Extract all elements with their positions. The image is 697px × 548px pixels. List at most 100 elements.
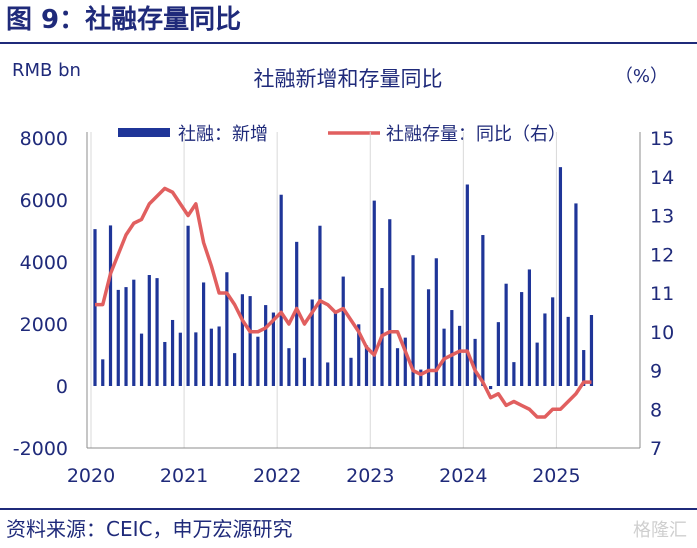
left-tick-label: -2000 xyxy=(13,438,68,460)
grid xyxy=(90,132,557,448)
bar xyxy=(217,326,221,386)
legend-label-line: 社融存量：同比（右） xyxy=(386,124,566,145)
bar xyxy=(411,255,415,386)
right-tick-label: 12 xyxy=(650,244,674,266)
left-tick-label: 2000 xyxy=(20,314,68,336)
line-series xyxy=(95,186,592,419)
bar xyxy=(93,229,97,386)
axes: 8000 6000 4000 2000 0 -2000 15 14 13 12 11 10 9 8 7 202… xyxy=(13,128,674,487)
chart-title: 社融新增和存量同比 xyxy=(254,67,443,91)
bar xyxy=(372,200,376,386)
bar xyxy=(124,287,128,386)
bar xyxy=(318,225,322,386)
bar xyxy=(364,345,369,386)
right-tick-label: 14 xyxy=(650,167,674,189)
legend: 社融：新增 社融存量：同比（右） xyxy=(118,124,566,145)
bar xyxy=(357,324,361,386)
bar xyxy=(101,359,105,386)
bar xyxy=(481,235,485,386)
bar xyxy=(527,269,531,386)
bar xyxy=(302,357,307,386)
bar xyxy=(186,225,190,386)
bar xyxy=(457,325,462,386)
bar xyxy=(465,184,469,386)
figure-title: 图 9：社融存量同比 xyxy=(6,5,242,35)
x-tick-label: 2023 xyxy=(346,465,394,487)
bar xyxy=(139,333,144,386)
bar xyxy=(426,289,431,386)
series-line xyxy=(95,186,592,419)
bar xyxy=(271,312,276,386)
x-tick-label: 2022 xyxy=(253,465,301,487)
bar xyxy=(170,319,175,386)
left-tick-label: 6000 xyxy=(20,190,68,212)
bar xyxy=(450,310,454,386)
bar xyxy=(163,341,167,386)
bar xyxy=(155,278,159,386)
bar xyxy=(473,338,477,386)
right-tick-label: 10 xyxy=(650,322,674,344)
bar xyxy=(233,353,237,386)
bar xyxy=(202,282,206,386)
bar xyxy=(349,357,353,386)
bar xyxy=(178,332,182,386)
bar xyxy=(194,332,198,386)
left-unit-label: RMB bn xyxy=(12,60,81,81)
x-tick-label: 2021 xyxy=(160,465,208,487)
bar xyxy=(341,276,345,386)
bar xyxy=(489,386,493,390)
bar xyxy=(589,315,594,386)
right-tick-label: 9 xyxy=(650,361,662,383)
bar xyxy=(295,241,299,386)
right-tick-label: 8 xyxy=(650,399,662,421)
bar xyxy=(209,328,213,386)
bar xyxy=(512,362,516,386)
bar xyxy=(225,272,229,386)
bar xyxy=(240,294,244,386)
bar xyxy=(558,167,563,386)
x-tick-label: 2020 xyxy=(67,465,115,487)
bar xyxy=(132,279,136,386)
bar xyxy=(310,299,314,386)
bar xyxy=(388,219,392,386)
bar xyxy=(147,275,151,386)
bar xyxy=(287,348,291,386)
bar xyxy=(551,297,555,386)
right-tick-label: 7 xyxy=(650,438,662,460)
bar xyxy=(543,313,547,386)
bar xyxy=(574,203,578,386)
bar xyxy=(582,350,586,386)
bar-series xyxy=(93,167,594,390)
right-unit-label: （%） xyxy=(615,66,668,87)
bar xyxy=(256,336,260,386)
bar xyxy=(535,342,539,386)
bar xyxy=(434,258,438,386)
bar xyxy=(333,310,338,386)
bar xyxy=(108,225,113,386)
source-rule xyxy=(0,508,697,510)
source-note: 资料来源：CEIC，申万宏源研究 xyxy=(6,517,293,541)
x-tick-label: 2024 xyxy=(439,465,487,487)
legend-label-bar: 社融：新增 xyxy=(178,124,268,145)
legend-swatch-bar xyxy=(118,128,170,137)
left-tick-label: 0 xyxy=(56,376,68,398)
bar xyxy=(403,337,407,386)
right-tick-label: 13 xyxy=(650,206,674,228)
watermark-logo: 格隆汇 xyxy=(633,520,687,541)
bar xyxy=(419,369,423,386)
right-tick-label: 11 xyxy=(650,283,674,305)
bar xyxy=(395,348,400,386)
bar xyxy=(504,283,508,386)
title-rule xyxy=(0,42,697,44)
right-tick-label: 15 xyxy=(650,128,674,150)
left-tick-label: 8000 xyxy=(20,128,68,150)
bar xyxy=(279,194,283,386)
left-tick-label: 4000 xyxy=(20,252,68,274)
bar xyxy=(116,289,120,386)
bar xyxy=(520,292,524,386)
x-tick-label: 2025 xyxy=(532,465,580,487)
bar xyxy=(248,296,252,386)
bar xyxy=(326,362,330,386)
bar xyxy=(566,316,570,386)
